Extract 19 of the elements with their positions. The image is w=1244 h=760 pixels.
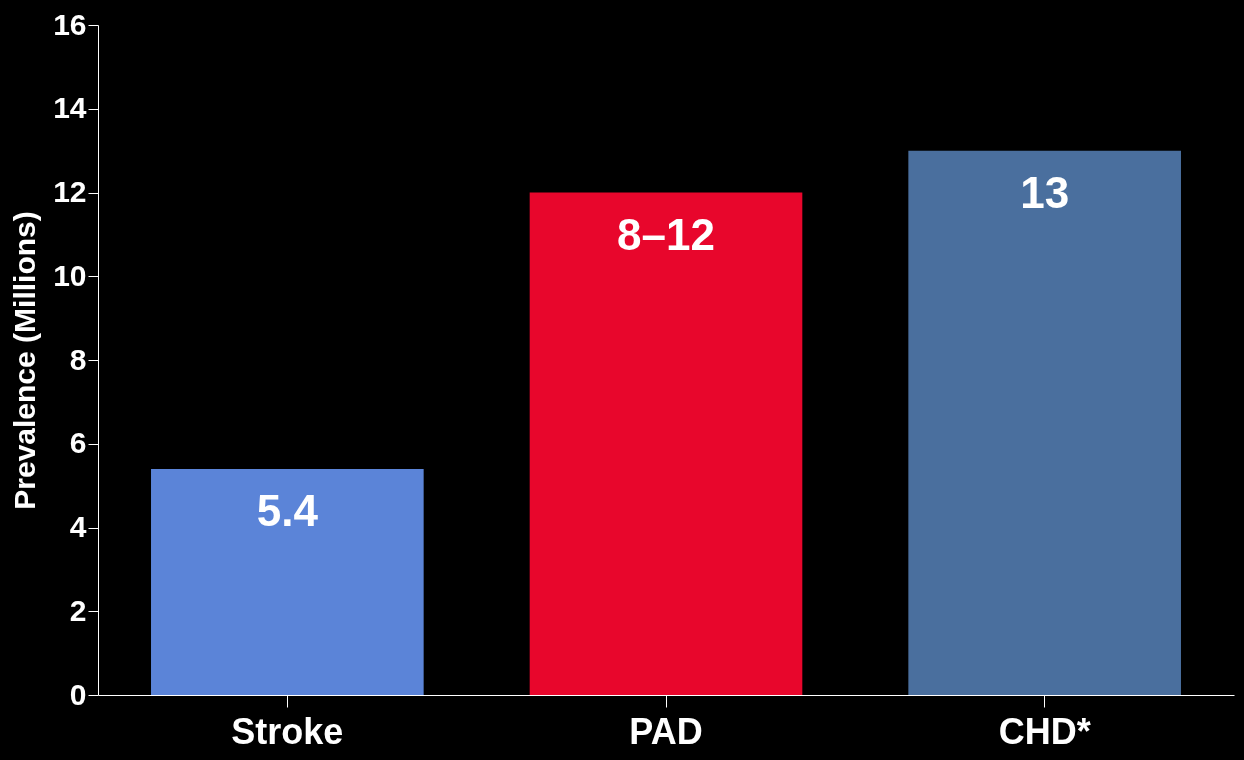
y-tick-label: 8 (69, 342, 87, 376)
y-tick-label: 10 (53, 258, 87, 292)
y-tick-label: 2 (69, 593, 87, 627)
y-tick-label: 6 (69, 426, 87, 460)
x-tick-label: CHD* (998, 710, 1091, 752)
y-tick-label: 0 (69, 677, 87, 711)
y-tick-label: 4 (69, 510, 87, 543)
data-label: 5.4 (256, 485, 319, 535)
y-axis-title: Prevalence (Millions) (8, 211, 42, 510)
y-tick-label: 14 (53, 91, 87, 125)
bar (151, 468, 424, 695)
bar (529, 192, 803, 695)
data-label: 13 (1020, 167, 1070, 217)
y-tick-label: 12 (53, 175, 87, 208)
y-tick-label: 16 (53, 7, 87, 41)
data-label: 8–12 (617, 209, 715, 259)
bar (908, 150, 1181, 695)
x-tick-label: PAD (629, 710, 703, 752)
x-tick-label: Stroke (231, 710, 344, 752)
